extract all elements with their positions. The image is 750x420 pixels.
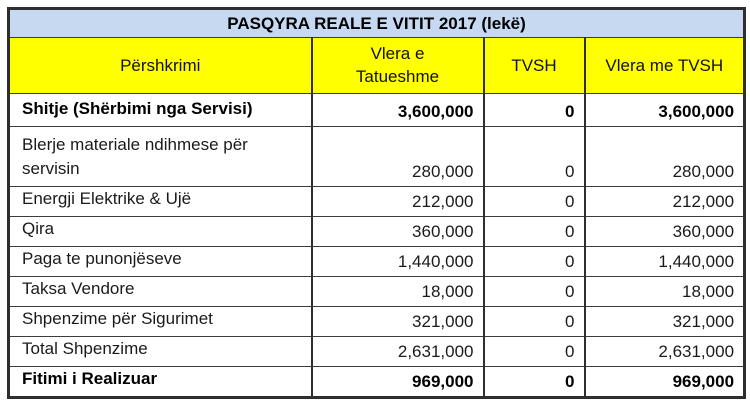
table-row-shpenzime-sigurimet: Shpenzime për Sigurimet 321,000 0 321,00…	[7, 306, 746, 337]
vat-cell: 0	[482, 246, 586, 277]
table-title: PASQYRA REALE E VITIT 2017 (lekë)	[7, 8, 746, 38]
table-row-blerje-materiale: Blerje materiale ndihmese për servisin 2…	[7, 126, 746, 187]
row-label: Paga te punonjëseve	[7, 246, 313, 277]
taxable-value-cell: 1,440,000	[310, 246, 485, 277]
row-label: Blerje materiale ndihmese për servisin	[7, 126, 313, 187]
taxable-value-cell: 280,000	[310, 126, 485, 187]
value-with-vat-cell: 1,440,000	[583, 246, 746, 277]
table-header-row: Përshkrimi Vlera e Tatueshme TVSH Vlera …	[7, 37, 746, 94]
taxable-value-cell: 18,000	[310, 276, 485, 307]
row-label: Energji Elektrike & Ujë	[7, 186, 313, 217]
table-row-paga: Paga te punonjëseve 1,440,000 0 1,440,00…	[7, 246, 746, 277]
row-label: Total Shpenzime	[7, 336, 313, 367]
taxable-value-cell: 212,000	[310, 186, 485, 217]
vat-cell: 0	[482, 216, 586, 247]
row-label: Taksa Vendore	[7, 276, 313, 307]
vat-cell: 0	[482, 276, 586, 307]
value-with-vat-cell: 18,000	[583, 276, 746, 307]
financial-table: PASQYRA REALE E VITIT 2017 (lekë) Përshk…	[7, 7, 747, 399]
table-row-fitimi: Fitimi i Realizuar 969,000 0 969,000	[7, 366, 746, 398]
financial-statement: PASQYRA REALE E VITIT 2017 (lekë) Përshk…	[7, 7, 747, 399]
column-header-tvsh: TVSH	[482, 37, 586, 94]
value-with-vat-cell: 321,000	[583, 306, 746, 337]
column-header-vlera-e-tatueshme-label: Vlera e Tatueshme	[355, 43, 440, 86]
taxable-value-cell: 321,000	[310, 306, 485, 337]
value-with-vat-cell: 3,600,000	[583, 93, 746, 127]
table-title-row: PASQYRA REALE E VITIT 2017 (lekë)	[7, 8, 746, 38]
taxable-value-cell: 3,600,000	[310, 93, 485, 127]
vat-cell: 0	[482, 93, 586, 127]
value-with-vat-cell: 969,000	[583, 366, 746, 398]
column-header-vlera-e-tatueshme: Vlera e Tatueshme	[310, 37, 485, 94]
vat-cell: 0	[482, 306, 586, 337]
vat-cell: 0	[482, 186, 586, 217]
value-with-vat-cell: 2,631,000	[583, 336, 746, 367]
vat-cell: 0	[482, 336, 586, 367]
taxable-value-cell: 2,631,000	[310, 336, 485, 367]
value-with-vat-cell: 360,000	[583, 216, 746, 247]
column-header-pershkrimi: Përshkrimi	[7, 37, 313, 94]
taxable-value-cell: 360,000	[310, 216, 485, 247]
table-row-taksa: Taksa Vendore 18,000 0 18,000	[7, 276, 746, 307]
vat-cell: 0	[482, 126, 586, 187]
row-label: Fitimi i Realizuar	[7, 366, 313, 398]
row-label: Shitje (Shërbimi nga Servisi)	[7, 93, 313, 127]
value-with-vat-cell: 280,000	[583, 126, 746, 187]
table-row-energji: Energji Elektrike & Ujë 212,000 0 212,00…	[7, 186, 746, 217]
table-row-total-shpenzime: Total Shpenzime 2,631,000 0 2,631,000	[7, 336, 746, 367]
taxable-value-cell: 969,000	[310, 366, 485, 398]
vat-cell: 0	[482, 366, 586, 398]
value-with-vat-cell: 212,000	[583, 186, 746, 217]
table-row-qira: Qira 360,000 0 360,000	[7, 216, 746, 247]
row-label: Qira	[7, 216, 313, 247]
column-header-vlera-me-tvsh: Vlera me TVSH	[583, 37, 746, 94]
table-row-shitje: Shitje (Shërbimi nga Servisi) 3,600,000 …	[7, 93, 746, 127]
row-label: Shpenzime për Sigurimet	[7, 306, 313, 337]
